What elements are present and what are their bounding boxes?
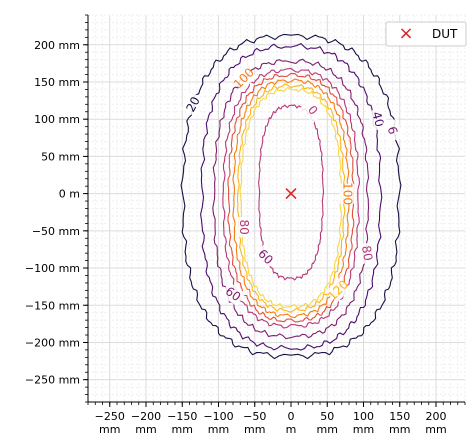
contour-level-110: [236, 83, 346, 313]
y-tick-label: −100 mm: [25, 262, 80, 275]
contour-label-bg: [300, 97, 326, 124]
legend-box: [385, 21, 467, 47]
x-tick-label: −250 mm: [95, 410, 125, 436]
contour-label-group: 60: [220, 281, 246, 307]
y-tick-label: −150 mm: [25, 299, 80, 312]
x-tick-label: 100 mm: [353, 410, 374, 436]
marker-layer: [285, 188, 297, 200]
contour-label-group: 100: [339, 182, 356, 205]
contour-level-60: [212, 58, 370, 340]
y-tick-label: 200 mm: [34, 39, 80, 52]
y-tick-label: 0 m: [59, 188, 80, 201]
contour-label-bg: [382, 118, 403, 143]
contour-label-bg: [325, 277, 351, 304]
contour-label: 80: [359, 244, 375, 261]
y-tick-label: −200 mm: [25, 336, 80, 349]
y-tick-label: −250 mm: [25, 374, 80, 387]
contour-label: 6: [385, 125, 401, 136]
x-tick-label: 50 mm: [317, 410, 338, 436]
contour-label: 120: [325, 277, 351, 303]
contour-label-bg: [339, 183, 356, 204]
y-tick-label: 50 mm: [41, 150, 80, 163]
x-tick-label: 200 mm: [425, 410, 446, 436]
contour-label-bg: [181, 91, 205, 117]
contour-label: 40: [369, 110, 386, 128]
contour-level-90: [227, 72, 355, 323]
contour-label-group: 0: [300, 97, 326, 124]
contour-level-40: [200, 42, 383, 351]
contour-label-group: 6: [382, 118, 403, 143]
axes: 200 mm 150 mm 100 mm 50 mm 0 m −50 mm −100 mm −…: [25, 14, 466, 436]
y-tick-label: 100 mm: [34, 113, 80, 126]
contour-label-bg: [231, 65, 257, 91]
x-tick-label: −50 mm: [243, 410, 266, 436]
contour-level-20: [180, 33, 402, 360]
x-tick-label: −150 mm: [167, 410, 197, 436]
contour-label: 20: [183, 94, 203, 114]
legend-label-dut: DUT: [432, 27, 458, 41]
contour-label: 60: [255, 247, 276, 268]
contour-level-100: [232, 78, 350, 319]
contour-label-group: 20: [181, 91, 205, 117]
contour-label: 100: [341, 182, 355, 205]
y-tick-label: −50 mm: [32, 225, 80, 238]
contour-label-group: 120: [325, 277, 351, 304]
y-tick-label: 150 mm: [34, 76, 80, 89]
contour-label-group: 80: [235, 217, 252, 238]
contour-label-bg: [220, 281, 246, 307]
contour-label-group: 80: [357, 241, 377, 265]
x-tick-label: −100 mm: [203, 410, 233, 436]
contour-level-80: [222, 67, 360, 329]
x-tick-label: 150 mm: [389, 410, 410, 436]
contour-label-bg: [252, 244, 279, 270]
contour-label-group: 60: [252, 244, 279, 270]
x-tick-label: −200 mm: [131, 410, 161, 436]
legend-marker-icon: ×: [398, 23, 413, 44]
legend: × DUT: [385, 21, 467, 47]
contour-label: 80: [237, 219, 251, 234]
dut-marker-icon: [285, 188, 297, 200]
contour-label-bg: [357, 241, 377, 265]
contour-label-bg: [235, 217, 252, 238]
contour-level-120: [239, 86, 343, 309]
